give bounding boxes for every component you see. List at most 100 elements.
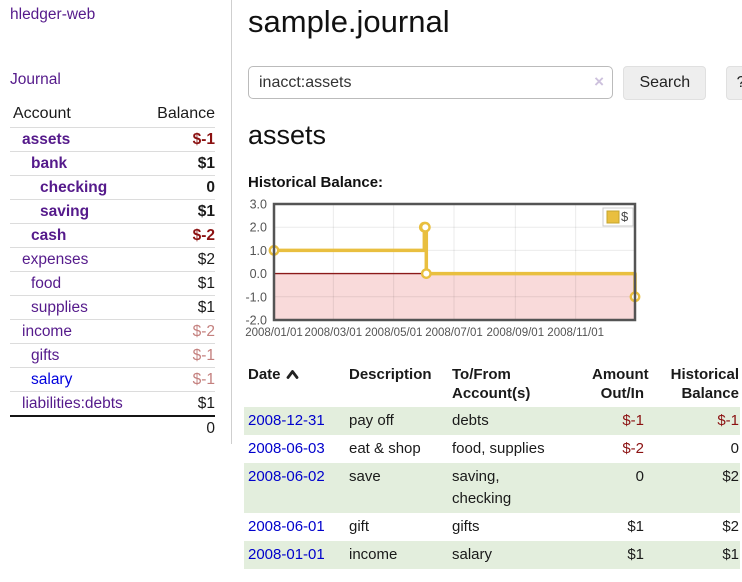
search-input[interactable] (248, 66, 613, 99)
amount-header-line1: Amount (592, 366, 649, 383)
legend-swatch (606, 210, 620, 224)
sort-ascending-icon (286, 370, 298, 379)
transaction-row: 2008-12-31 pay off debts $-1 $-1 (244, 407, 740, 435)
account-name-cell: bank (10, 151, 144, 176)
accounts-total-value: 0 (143, 415, 215, 440)
account-balance: $1 (143, 151, 215, 176)
accounts-total-row: 0 (10, 415, 215, 440)
transaction-date-link[interactable]: 2008-01-01 (248, 546, 325, 563)
account-link-cash[interactable]: cash (31, 227, 67, 244)
transaction-date-link[interactable]: 2008-06-02 (248, 468, 325, 485)
account-row: checking 0 (10, 175, 215, 200)
search-input-wrap: × (248, 66, 613, 99)
accounts-header-account: Account (13, 105, 71, 122)
sidebar-item-journal[interactable]: Journal (10, 71, 61, 88)
account-link-liabilities-debts[interactable]: liabilities:debts (22, 395, 123, 412)
account-row: liabilities:debts $1 (10, 391, 215, 416)
register-table: Date Description To/From Account(s) Amou… (244, 363, 740, 569)
account-balance: $1 (143, 391, 215, 416)
data-point (420, 268, 432, 280)
accounts-cell: gifts (452, 518, 480, 535)
account-balance: $-2 (143, 223, 215, 248)
x-tick-label: 2008/05/01 (365, 327, 423, 339)
balance-cell: $2 (722, 468, 739, 485)
account-row: bank $1 (10, 151, 215, 176)
accounts-total-spacer (10, 415, 144, 440)
date-cell: 2008-01-01 (244, 541, 345, 569)
account-link-checking[interactable]: checking (40, 179, 108, 196)
account-link-salary[interactable]: salary (31, 371, 73, 388)
register-header-date[interactable]: Date (244, 363, 345, 407)
description-cell: income (349, 546, 398, 563)
account-name-cell: supplies (10, 295, 144, 320)
account-balance: $1 (143, 271, 215, 296)
balance-cell: $2 (722, 518, 739, 535)
transaction-row: 2008-06-03 eat & shop food, supplies $-2 0 (244, 435, 740, 463)
account-balance: $-2 (143, 319, 215, 344)
register-body: 2008-12-31 pay off debts $-1 $-1 2008-06-03 ea… (244, 407, 740, 569)
transaction-row: 2008-06-01 gift gifts $1 $2 (244, 513, 740, 541)
y-tick-label: 3.0 (250, 198, 267, 212)
account-link-bank[interactable]: bank (31, 155, 68, 172)
account-row: saving $1 (10, 199, 215, 224)
account-name-cell: gifts (10, 343, 144, 368)
account-row: cash $-2 (10, 223, 215, 248)
x-tick-label: 2008/03/01 (305, 327, 363, 339)
account-link-food[interactable]: food (31, 275, 62, 292)
account-link-supplies[interactable]: supplies (31, 299, 88, 316)
transaction-date-link[interactable]: 2008-12-31 (248, 412, 325, 429)
x-tick-label: 2008/01/01 (245, 327, 303, 339)
page-title: sample.journal (248, 4, 450, 39)
description-cell: gift (349, 518, 370, 535)
account-link-saving[interactable]: saving (40, 203, 90, 220)
transaction-date-link[interactable]: 2008-06-01 (248, 518, 325, 535)
account-row: salary $-1 (10, 367, 215, 392)
date-cell: 2008-06-03 (244, 435, 345, 463)
help-button[interactable]: ? (725, 66, 742, 100)
account-name-cell: expenses (10, 247, 144, 272)
account-row: gifts $-1 (10, 343, 215, 368)
account-link-income[interactable]: income (22, 323, 72, 340)
account-link-expenses[interactable]: expenses (22, 251, 89, 268)
account-balance: $2 (143, 247, 215, 272)
account-name-cell: assets (10, 127, 144, 152)
accounts-cell: debts (452, 412, 489, 429)
amount-cell: $-1 (622, 412, 644, 429)
account-link-gifts[interactable]: gifts (31, 347, 60, 364)
chart-title: Historical Balance: (248, 174, 384, 191)
clear-search-icon[interactable]: × (594, 72, 604, 91)
description-cell: pay off (349, 412, 394, 429)
account-balance: $1 (143, 295, 215, 320)
y-tick-label: 2.0 (250, 221, 267, 235)
account-name-cell: saving (10, 199, 144, 224)
account-balance: $1 (143, 199, 215, 224)
legend-label: $ (621, 209, 629, 224)
x-tick-label: 2008/07/01 (425, 327, 483, 339)
y-tick-label: 0.0 (250, 267, 267, 281)
transaction-date-link[interactable]: 2008-06-03 (248, 440, 325, 457)
account-name-cell: food (10, 271, 144, 296)
y-tick-label: -2.0 (245, 314, 267, 328)
register-header-historical: Historical Balance (645, 363, 740, 407)
register-header-accounts: To/From Account(s) (448, 363, 588, 407)
transaction-row: 2008-01-01 income salary $1 $1 (244, 541, 740, 569)
balance-cell: $1 (722, 546, 739, 563)
account-link-assets[interactable]: assets (22, 131, 71, 148)
account-name-cell: liabilities:debts (10, 391, 144, 416)
account-row: expenses $2 (10, 247, 215, 272)
data-point (419, 221, 431, 233)
description-cell: save (349, 468, 381, 485)
accounts-header-line2: Account(s) (452, 385, 531, 402)
app-brand-link[interactable]: hledger-web (10, 6, 96, 23)
accounts-header-balance: Balance (157, 105, 215, 122)
main-content: sample.journal × Search ? assets Histori… (244, 0, 742, 582)
date-cell: 2008-06-01 (244, 513, 345, 541)
date-header-label: Date (248, 366, 281, 383)
y-tick-label: -1.0 (245, 290, 267, 304)
negative-region (274, 273, 635, 320)
accounts-table-header: Account Balance (10, 103, 215, 128)
search-button[interactable]: Search (623, 66, 707, 100)
accounts-table: Account Balance assets $-1 bank $1 checking 0… (10, 103, 215, 440)
y-tick-label: 1.0 (250, 244, 267, 258)
